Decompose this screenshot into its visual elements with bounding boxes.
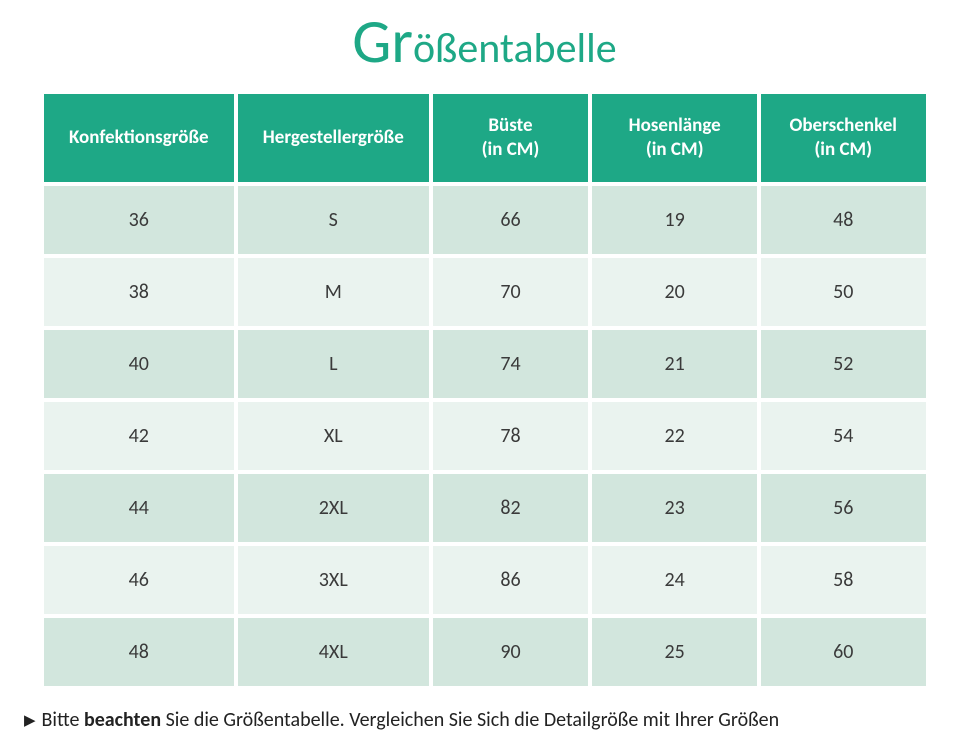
col-header: Konfektionsgröße [44,94,235,182]
table-cell: 25 [592,618,757,686]
table-cell: 3XL [238,546,429,614]
table-cell: 21 [592,330,757,398]
table-cell: 4XL [238,618,429,686]
bullet-arrow-icon: ▶ [24,711,36,730]
table-row: 36S661948 [44,186,926,254]
table-cell: 70 [433,258,589,326]
table-row: 442XL822356 [44,474,926,542]
table-cell: 60 [761,618,926,686]
table-cell: 46 [44,546,235,614]
size-table: Konfektionsgröße Hergestellergröße Büste… [40,90,930,690]
table-cell: 20 [592,258,757,326]
table-cell: 58 [761,546,926,614]
table-cell: 56 [761,474,926,542]
table-cell: 66 [433,186,589,254]
size-table-container: Konfektionsgröße Hergestellergröße Büste… [40,90,930,690]
table-cell: 22 [592,402,757,470]
footnote-bold: beachten [84,708,161,732]
col-header: Büste(in CM) [433,94,589,182]
table-cell: 48 [44,618,235,686]
table-cell: 2XL [238,474,429,542]
table-cell: 78 [433,402,589,470]
table-cell: 24 [592,546,757,614]
table-cell: 44 [44,474,235,542]
table-cell: 19 [592,186,757,254]
table-cell: 42 [44,402,235,470]
title-rest-part: ößentabelle [413,23,617,74]
table-cell: 50 [761,258,926,326]
footnote-post: Sie die Größentabelle. Vergleichen Sie S… [161,708,779,732]
table-body: 36S66194838M70205040L74215242XL782254442… [44,186,926,686]
table-head: Konfektionsgröße Hergestellergröße Büste… [44,94,926,182]
table-cell: 90 [433,618,589,686]
table-cell: XL [238,402,429,470]
table-cell: S [238,186,429,254]
table-cell: 54 [761,402,926,470]
footnote-pre: Bitte [42,708,84,732]
table-cell: 23 [592,474,757,542]
table-cell: 40 [44,330,235,398]
table-cell: 36 [44,186,235,254]
col-header: Oberschenkel(in CM) [761,94,926,182]
col-header: Hosenlänge(in CM) [592,94,757,182]
page-title: Größentabelle [0,10,969,72]
table-cell: 86 [433,546,589,614]
table-row: 463XL862458 [44,546,926,614]
table-cell: 52 [761,330,926,398]
table-cell: M [238,258,429,326]
footnote-text: Bitte beachten Sie die Größentabelle. Ve… [42,708,780,732]
page-root: Größentabelle Konfektionsgröße Hergestel… [0,0,969,742]
col-header: Hergestellergröße [238,94,429,182]
table-row: 40L742152 [44,330,926,398]
title-large-part: Gr [352,3,413,79]
table-cell: L [238,330,429,398]
table-row: 42XL782254 [44,402,926,470]
table-row: 38M702050 [44,258,926,326]
table-cell: 74 [433,330,589,398]
table-row: 484XL902560 [44,618,926,686]
table-header-row: Konfektionsgröße Hergestellergröße Büste… [44,94,926,182]
table-cell: 82 [433,474,589,542]
table-cell: 48 [761,186,926,254]
footnote: ▶ Bitte beachten Sie die Größentabelle. … [24,708,945,732]
table-cell: 38 [44,258,235,326]
